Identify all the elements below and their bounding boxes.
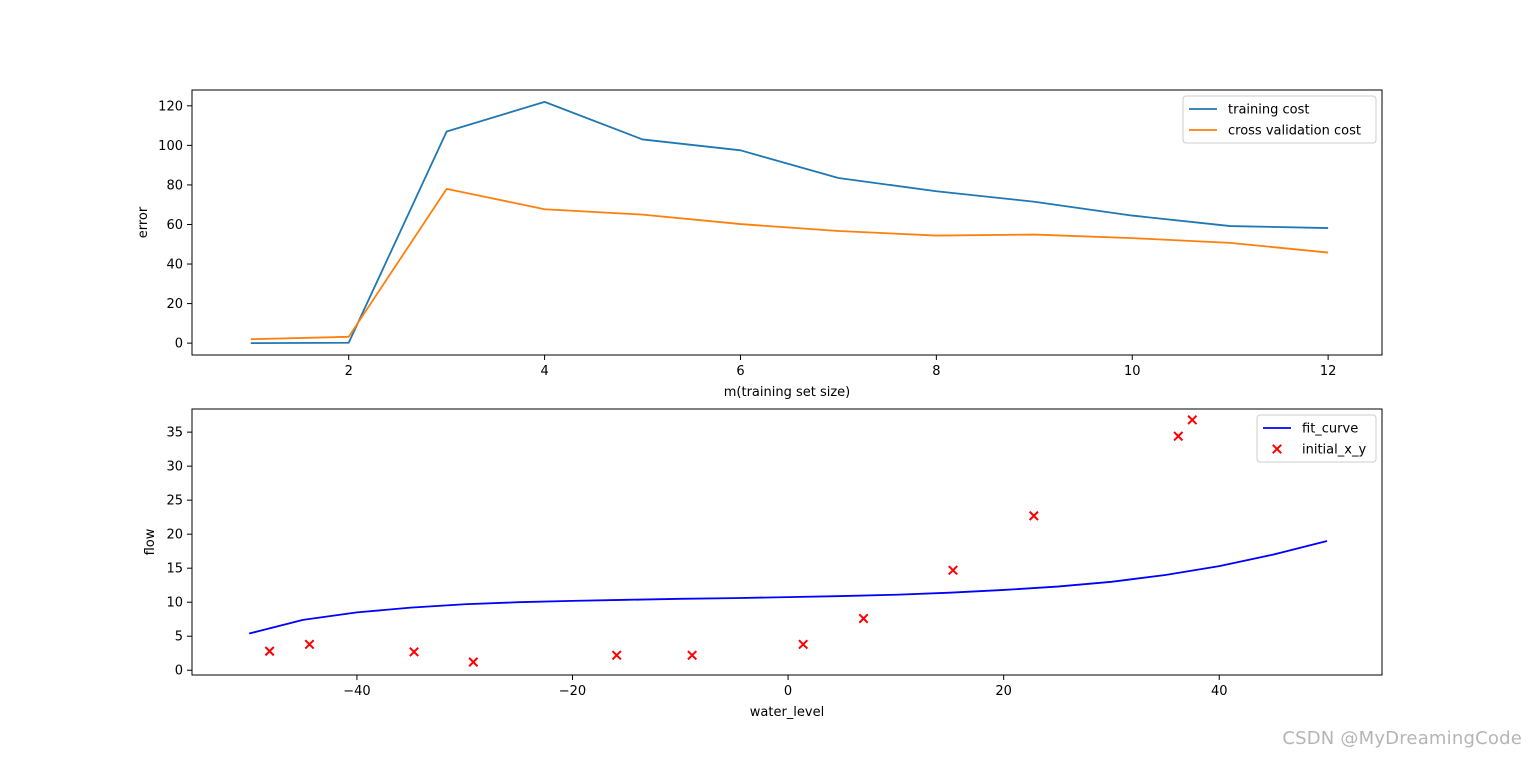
fit-curve-x-label: water_level <box>750 705 824 720</box>
learning-curve-x-tick-label: 10 <box>1124 364 1141 379</box>
legend-marker-glyph <box>1272 444 1282 454</box>
learning-curve-y-tick-label: 100 <box>158 139 183 154</box>
learning-curve-legend-box <box>1182 95 1377 144</box>
learning-curve-x-tick-label: 4 <box>540 364 548 379</box>
learning-curve-y-tick-label: 20 <box>166 297 183 312</box>
learning-curve-y-tick-label: 40 <box>166 258 183 273</box>
fit-curve-y-tick-label: 35 <box>166 426 183 441</box>
learning-curve-y-tick-label: 80 <box>166 178 183 193</box>
learning-curve-lines <box>250 100 1329 345</box>
legend-label-initial-x-y: initial_x_y <box>1302 443 1366 458</box>
scatter-point-initial-x-y <box>948 565 958 576</box>
learning-curve-y-label: error <box>136 206 151 238</box>
fit-curve-y-tick-label: 25 <box>166 494 183 509</box>
fit-curve-y-tick-label: 0 <box>175 664 183 679</box>
scatter-point-initial-x-y <box>468 657 479 667</box>
scatter-point-initial-x-y <box>264 646 275 657</box>
scatter-point-initial-x-y <box>1187 414 1198 425</box>
learning-curve-axes-frame <box>191 89 1383 356</box>
series-line-fit-curve <box>248 540 1328 635</box>
scatter-point-initial-x-y <box>409 646 419 657</box>
fit-curve-y-tick-label: 5 <box>175 630 183 645</box>
fit-curve-chart: −40 −20 0 20 40 0 5 10 15 20 25 30 35 water_level f… <box>143 408 1383 720</box>
fit-curve-x-tick-label: −20 <box>559 684 586 699</box>
learning-curve-y-tick-label: 120 <box>158 99 183 114</box>
learning-curve-x-tick-label: 8 <box>932 364 940 379</box>
scatter-point-initial-x-y <box>304 639 315 650</box>
learning-curve-chart: 2 4 6 8 10 12 0 20 40 60 80 100 120 m(training set … <box>136 89 1383 400</box>
fit-curve-y-tick-label: 15 <box>166 562 183 577</box>
fit-curve-lines <box>248 414 1328 667</box>
learning-curve-x-tick-label: 12 <box>1320 364 1337 379</box>
learning-curve-x-label: m(training set size) <box>724 385 851 400</box>
fit-curve-x-tick-label: 40 <box>1211 684 1228 699</box>
fit-curve-legend-box <box>1256 414 1377 463</box>
legend-label-cross-validation-cost: cross validation cost <box>1228 124 1361 139</box>
fit-curve-y-ticks: 0 5 10 15 20 25 30 35 <box>166 426 192 679</box>
learning-curve-x-tick-label: 6 <box>736 364 744 379</box>
scatter-point-initial-x-y <box>1028 510 1039 521</box>
scatter-point-initial-x-y <box>798 639 809 650</box>
fit-curve-y-tick-label: 10 <box>166 596 183 611</box>
series-line-training-cost <box>250 100 1329 345</box>
fit-curve-x-tick-label: −40 <box>343 684 370 699</box>
learning-curve-y-ticks: 0 20 40 60 80 100 120 <box>158 99 192 352</box>
scatter-point-initial-x-y <box>858 613 869 624</box>
learning-curve-y-tick-label: 0 <box>175 337 183 352</box>
legend-label-fit-curve: fit_curve <box>1302 422 1358 437</box>
learning-curve-legend: training cost cross validation cost <box>1182 95 1377 144</box>
fit-curve-y-label: flow <box>143 528 158 555</box>
legend-marker-initial-x-y <box>1272 444 1282 454</box>
fit-curve-legend: fit_curve initial_x_y <box>1256 414 1377 463</box>
series-line-cross-validation-cost <box>250 187 1329 341</box>
legend-label-training-cost: training cost <box>1228 103 1309 118</box>
fit-curve-x-tick-label: 0 <box>784 684 792 699</box>
fit-curve-axes-frame <box>191 408 1383 676</box>
learning-curve-x-ticks: 2 4 6 8 10 12 <box>345 355 1337 379</box>
learning-curve-x-tick-label: 2 <box>345 364 353 379</box>
scatter-point-initial-x-y <box>611 650 622 661</box>
fit-curve-x-tick-label: 20 <box>995 684 1012 699</box>
scatter-point-initial-x-y <box>687 650 698 661</box>
fit-curve-y-tick-label: 30 <box>166 460 183 475</box>
scatter-point-initial-x-y <box>1173 431 1184 442</box>
fit-curve-x-ticks: −40 −20 0 20 40 <box>343 675 1228 699</box>
learning-curve-y-tick-label: 60 <box>166 218 183 233</box>
fit-curve-y-tick-label: 20 <box>166 528 183 543</box>
watermark: CSDN @MyDreamingCode <box>1282 728 1522 749</box>
